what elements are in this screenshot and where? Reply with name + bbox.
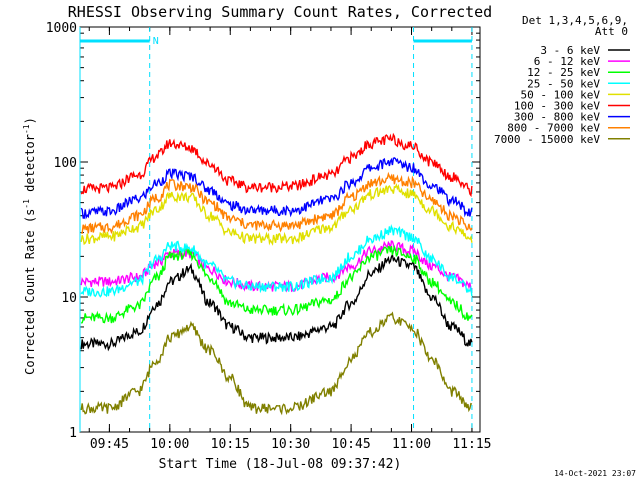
legend-label: 25 - 50 keV [527,77,600,90]
legend-label: 3 - 6 keV [540,44,600,57]
legend-header: Det 1,3,4,5,6,9, [522,14,628,27]
legend-label: 300 - 800 keV [514,111,600,124]
y-tick-label: 1000 [46,21,77,36]
legend-label: 6 - 12 keV [534,55,601,68]
x-tick-label: 09:45 [90,437,129,452]
y-axis-label-sup2: -1 [22,124,31,134]
y-axis-label-mid: detector [23,134,37,199]
legend-label: 12 - 25 keV [527,66,600,79]
series-line [80,224,473,298]
series-line [80,244,473,324]
plot-axes: 09:45 10:00 10:15 10:30 10:45 11:00 11:15 1 10 10… [46,21,492,452]
y-axis-label: Corrected Count Rate (s-1 detector-1) [22,117,37,375]
x-tick-label: 10:30 [271,437,310,452]
series-line [80,252,473,352]
y-axis-label-sup1: -1 [22,199,31,209]
y-axis-label-main: Corrected Count Rate (s [23,209,37,375]
x-tick-label: 11:00 [392,437,431,452]
legend-label: 50 - 100 keV [521,88,601,101]
y-tick-label: 1 [69,426,77,441]
night-annotation: N [153,36,159,47]
x-tick-label: 10:15 [211,437,250,452]
x-tick-label: 10:45 [332,437,371,452]
y-axis-label-close: ) [23,117,37,124]
timestamp: 14-Oct-2021 23:07 [554,469,636,478]
y-tick-label: 100 [54,156,77,171]
series-group [80,132,473,416]
x-tick-label: 11:15 [452,437,491,452]
series-line [80,157,473,220]
series-line [80,183,473,246]
x-tick-label: 10:00 [150,437,189,452]
legend-label: 100 - 300 keV [514,100,600,113]
series-line [80,311,473,416]
x-axis-label: Start Time (18-Jul-08 09:37:42) [159,457,402,472]
legend-label: 800 - 7000 keV [507,122,600,135]
legend-label: 7000 - 15000 keV [494,133,600,146]
legend-header: Att 0 [595,25,628,38]
series-line [80,132,473,198]
chart-title: RHESSI Observing Summary Count Rates, Co… [68,3,492,21]
series-line [81,171,473,235]
y-tick-label: 10 [61,291,77,306]
